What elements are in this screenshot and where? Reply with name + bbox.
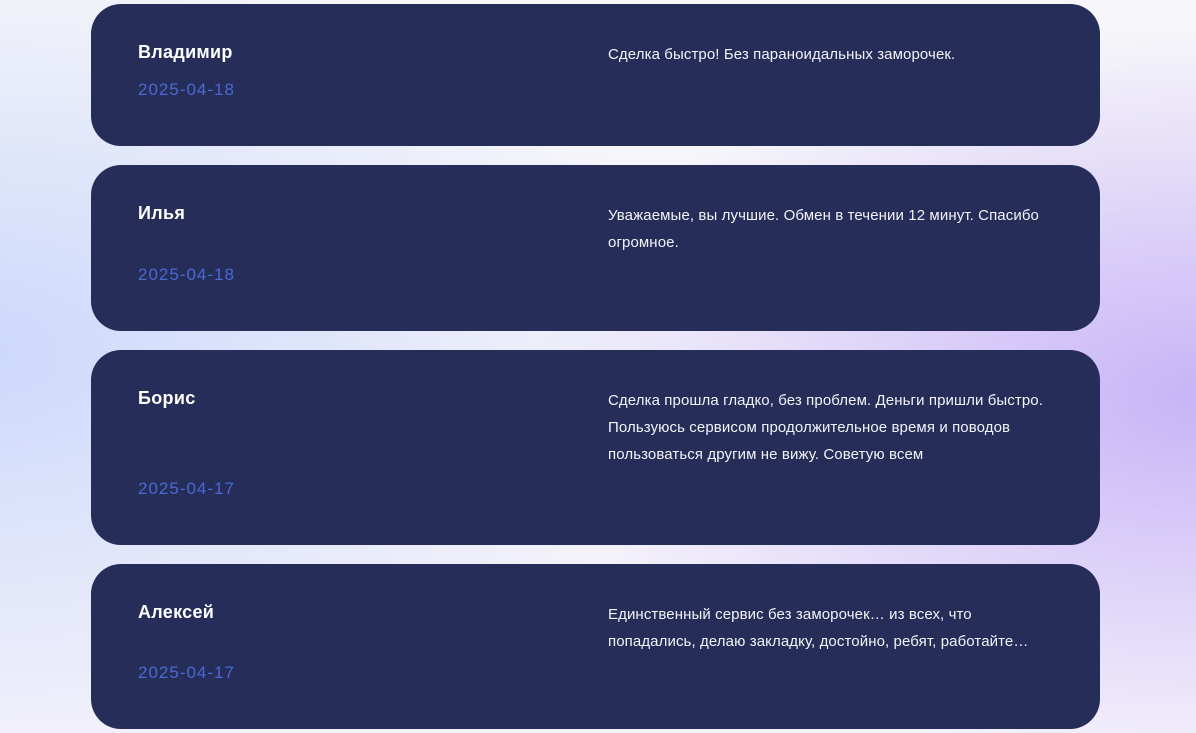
review-card: Борис 2025-04-17 Сделка прошла гладко, б… [91, 350, 1100, 545]
reviewer-name: Алексей [138, 602, 215, 622]
review-text: Сделка быстро! Без параноидальных заморо… [608, 46, 956, 63]
review-card-body: Сделка быстро! Без параноидальных заморо… [608, 40, 1048, 102]
review-date: 2025-04-17 [138, 479, 235, 498]
review-text: Единственный сервис без заморочек… из вс… [608, 606, 1029, 650]
review-card-body: Сделка прошла гладко, без проблем. Деньг… [608, 386, 1048, 501]
reviewer-name: Илья [138, 203, 186, 223]
review-card-meta: Алексей 2025-04-17 [138, 600, 608, 685]
review-card: Алексей 2025-04-17 Единственный сервис б… [91, 564, 1100, 729]
review-card: Илья 2025-04-18 Уважаемые, вы лучшие. Об… [91, 165, 1100, 331]
review-card-body: Единственный сервис без заморочек… из вс… [608, 600, 1048, 685]
review-date: 2025-04-18 [138, 265, 235, 284]
review-card-meta: Борис 2025-04-17 [138, 386, 608, 501]
review-date: 2025-04-17 [138, 663, 235, 682]
review-text: Сделка прошла гладко, без проблем. Деньг… [608, 392, 1044, 463]
review-card-meta: Илья 2025-04-18 [138, 201, 608, 287]
reviewer-name: Борис [138, 388, 196, 408]
review-card-meta: Владимир 2025-04-18 [138, 40, 608, 102]
review-card-body: Уважаемые, вы лучшие. Обмен в течении 12… [608, 201, 1048, 287]
review-date: 2025-04-18 [138, 80, 235, 99]
review-card: Владимир 2025-04-18 Сделка быстро! Без п… [91, 4, 1100, 146]
review-text: Уважаемые, вы лучшие. Обмен в течении 12… [608, 207, 1039, 251]
reviewer-name: Владимир [138, 42, 233, 62]
reviews-list: Владимир 2025-04-18 Сделка быстро! Без п… [91, 4, 1100, 729]
